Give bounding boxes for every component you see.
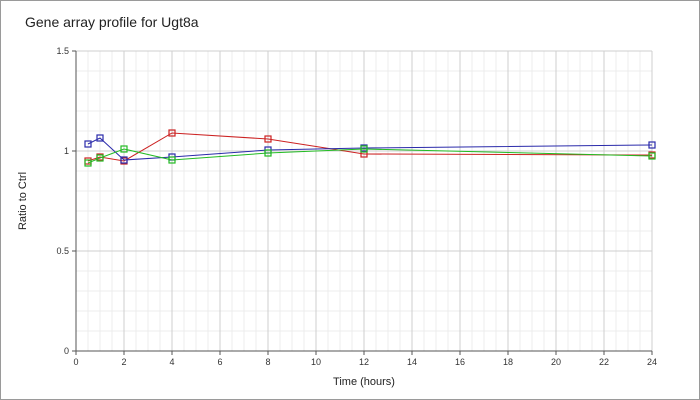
x-tick-label: 6 — [217, 357, 222, 367]
data-point-marker — [264, 135, 272, 143]
major-gridlines — [75, 50, 653, 352]
x-tick-label: 20 — [551, 357, 561, 367]
data-point-marker — [648, 152, 656, 160]
y-tick-label: 1 — [64, 146, 69, 156]
data-point-marker — [96, 154, 104, 162]
x-tick-label: 22 — [599, 357, 609, 367]
data-point-marker — [168, 156, 176, 164]
series-1 — [84, 129, 656, 165]
chart-title: Gene array profile for Ugt8a — [25, 14, 199, 30]
data-point-marker — [84, 140, 92, 148]
x-tick-label: 2 — [121, 357, 126, 367]
data-point-marker — [120, 156, 128, 164]
series-3 — [84, 145, 656, 167]
data-point-marker — [84, 159, 92, 167]
x-axis-label: Time (hours) — [333, 376, 395, 388]
series-line — [87, 148, 653, 164]
series-line — [87, 132, 653, 162]
x-tick-label: 8 — [265, 357, 270, 367]
x-tick-label: 4 — [169, 357, 174, 367]
x-tick-label: 10 — [311, 357, 321, 367]
y-tick-label: 0 — [64, 346, 69, 356]
x-tick-label: 16 — [455, 357, 465, 367]
x-tick-label: 18 — [503, 357, 513, 367]
data-point-marker — [648, 141, 656, 149]
y-tick-label: 1.5 — [56, 46, 69, 56]
data-point-marker — [360, 145, 368, 153]
data-point-marker — [120, 145, 128, 153]
x-axis-ticks: 0 2 4 6 8 10 12 14 16 18 20 22 24 — [73, 351, 657, 367]
y-tick-label: 0.5 — [56, 246, 69, 256]
x-tick-label: 0 — [73, 357, 78, 367]
y-axis-label: Ratio to Ctrl — [17, 172, 29, 230]
x-tick-label: 14 — [407, 357, 417, 367]
data-point-marker — [96, 134, 104, 142]
data-point-marker — [264, 149, 272, 157]
y-axis-ticks: 0 0.5 1 1.5 — [56, 46, 76, 356]
x-tick-label: 12 — [359, 357, 369, 367]
x-tick-label: 24 — [647, 357, 657, 367]
series-layer — [84, 129, 656, 167]
data-point-marker — [168, 129, 176, 137]
